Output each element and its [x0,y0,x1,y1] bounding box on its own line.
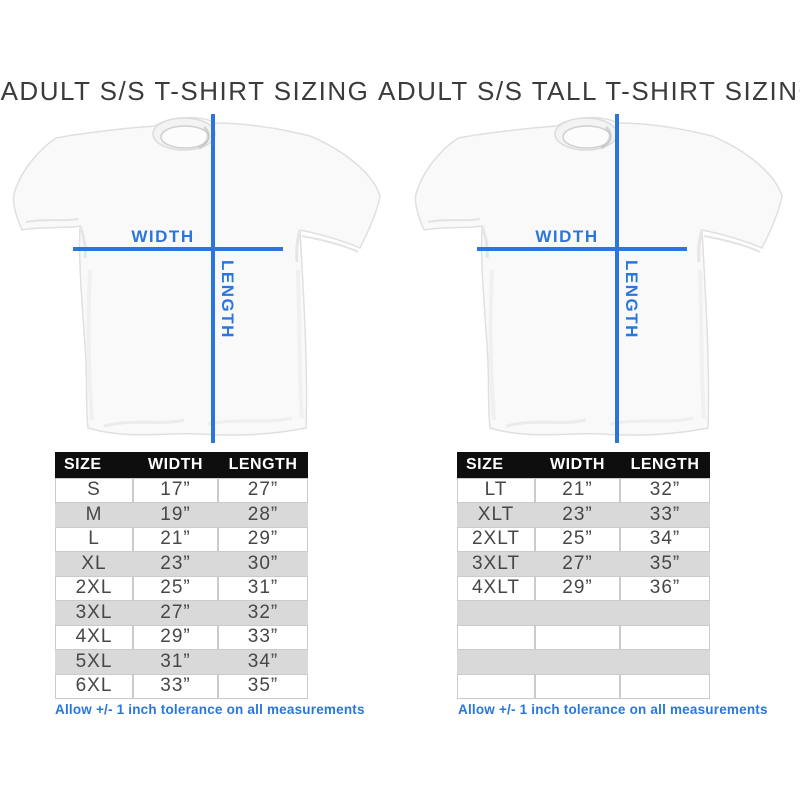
table-cell [457,649,535,674]
table-cell: 6XL [55,674,133,699]
column-header-size: SIZE [55,452,133,478]
table-cell: 19” [133,502,218,527]
tshirt-diagram-regular: WIDTH LENGTH [11,114,383,443]
table-cell: 29” [133,625,218,650]
table-cell: 33” [133,674,218,699]
table-cell: 33” [218,625,308,650]
table-cell: 34” [218,649,308,674]
width-label: WIDTH [535,227,598,246]
table-cell: 2XL [55,576,133,601]
table-cell [457,625,535,650]
table-cell: 3XLT [457,551,535,576]
table-cell [535,625,620,650]
table-cell [620,649,710,674]
table-cell [457,674,535,699]
table-cell: 5XL [55,649,133,674]
table-cell: 23” [535,502,620,527]
column-header-length: LENGTH [620,452,710,478]
size-chart-regular: SIZE WIDTH LENGTH S 17” 27” M 19” 28” L 21” 29” X… [55,452,308,699]
table-row: XL 23” 30” [55,551,308,576]
table-cell: 25” [535,527,620,552]
table-cell: 35” [218,674,308,699]
column-header-length: LENGTH [218,452,308,478]
table-row: XLT 23” 33” [457,502,710,527]
column-header-width: WIDTH [535,452,620,478]
table-row: 2XLT 25” 34” [457,527,710,552]
table-row: M 19” 28” [55,502,308,527]
length-label: LENGTH [622,260,641,339]
table-cell: 27” [218,478,308,503]
table-cell: S [55,478,133,503]
length-label: LENGTH [218,260,237,339]
table-cell: 31” [133,649,218,674]
table-row: 4XL 29” 33” [55,625,308,650]
size-chart-tall: SIZE WIDTH LENGTH LT 21” 32” XLT 23” 33” 2XLT 2… [457,452,710,699]
table-cell [620,674,710,699]
table-cell: 32” [218,600,308,625]
table-cell: LT [457,478,535,503]
tshirt-graphic [11,115,383,438]
header-row: SIZE WIDTH LENGTH [55,452,308,478]
table-cell: XLT [457,502,535,527]
table-cell: 27” [535,551,620,576]
table-cell: 23” [133,551,218,576]
tolerance-note: Allow +/- 1 inch tolerance on all measur… [55,702,365,717]
table-cell [535,600,620,625]
table-cell [620,600,710,625]
table-row [457,674,710,699]
table-cell: 25” [133,576,218,601]
table-cell: M [55,502,133,527]
table-cell: 33” [620,502,710,527]
table-cell: 2XLT [457,527,535,552]
table-row: 4XLT 29” 36” [457,576,710,601]
table-cell: 30” [218,551,308,576]
header-row: SIZE WIDTH LENGTH [457,452,710,478]
table-row: LT 21” 32” [457,478,710,503]
table-row: 5XL 31” 34” [55,649,308,674]
tshirt-graphic [413,115,784,438]
table-cell: 31” [218,576,308,601]
tolerance-note: Allow +/- 1 inch tolerance on all measur… [458,702,768,717]
table-row: 2XL 25” 31” [55,576,308,601]
table-cell [535,649,620,674]
tshirt-diagram-tall: WIDTH LENGTH [413,114,784,443]
table-cell: 4XLT [457,576,535,601]
table-cell: 27” [133,600,218,625]
column-header-width: WIDTH [133,452,218,478]
page-title-tall: ADULT S/S TALL T-SHIRT SIZING [378,76,800,106]
page-title-regular: ADULT S/S T-SHIRT SIZING [0,76,370,106]
width-label: WIDTH [131,227,194,246]
table-cell: 29” [535,576,620,601]
table-row [457,649,710,674]
table-cell [535,674,620,699]
column-header-size: SIZE [457,452,535,478]
table-cell: 28” [218,502,308,527]
table-row: 3XL 27” 32” [55,600,308,625]
table-cell: XL [55,551,133,576]
table-row: L 21” 29” [55,527,308,552]
table-cell: 29” [218,527,308,552]
table-cell [457,600,535,625]
table-row: S 17” 27” [55,478,308,503]
table-cell: 34” [620,527,710,552]
table-cell: 21” [133,527,218,552]
table-cell [620,625,710,650]
table-row [457,600,710,625]
table-cell: 32” [620,478,710,503]
table-cell: 4XL [55,625,133,650]
table-cell: L [55,527,133,552]
table-cell: 17” [133,478,218,503]
table-cell: 36” [620,576,710,601]
table-row [457,625,710,650]
table-cell: 21” [535,478,620,503]
table-row: 3XLT 27” 35” [457,551,710,576]
table-cell: 3XL [55,600,133,625]
table-cell: 35” [620,551,710,576]
table-row: 6XL 33” 35” [55,674,308,699]
